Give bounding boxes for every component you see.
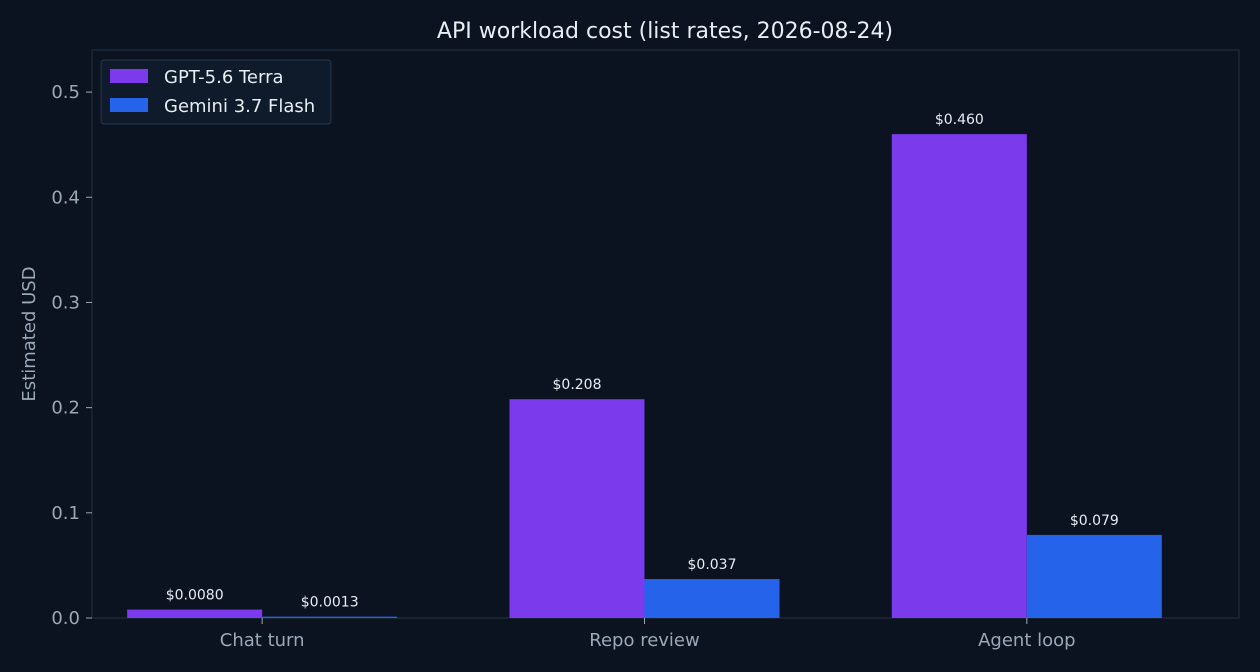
x-tick-label: Chat turn — [220, 630, 305, 651]
y-tick-label: 0.1 — [51, 503, 80, 524]
y-axis-label: Estimated USD — [19, 266, 40, 401]
bar-value-label: $0.0013 — [301, 595, 359, 611]
bar-series-0-0 — [127, 609, 263, 618]
y-tick-label: 0.3 — [51, 292, 80, 313]
x-tick-label: Repo review — [589, 630, 699, 651]
legend: GPT-5.6 Terra Gemini 3.7 Flash — [100, 59, 332, 125]
bar-value-label: $0.0080 — [166, 588, 224, 604]
bar-series-0-2 — [891, 134, 1027, 619]
y-axis: 0.0 0.1 0.2 0.3 0.4 0.5 — [51, 82, 92, 629]
bar-series-0-1 — [509, 399, 645, 618]
chart-title: API workload cost (list rates, 2026-08-2… — [437, 19, 893, 44]
y-tick-label: 0.4 — [51, 187, 80, 208]
bar-value-label: $0.460 — [935, 112, 984, 128]
plot-area — [91, 49, 1240, 619]
bar-series-1-0 — [262, 616, 398, 618]
y-tick-label: 0.5 — [51, 82, 80, 103]
bars: $0.0080 $0.208 $0.460 $0.0013 $0.037 $0.079 — [127, 112, 1162, 619]
legend-label: Gemini 3.7 Flash — [164, 96, 315, 117]
bar-value-label: $0.208 — [553, 377, 602, 393]
legend-swatch — [110, 69, 148, 83]
legend-box — [100, 59, 332, 125]
bar-series-1-2 — [1026, 534, 1162, 618]
y-tick-label: 0.0 — [51, 608, 80, 629]
x-axis: Chat turn Repo review Agent loop — [220, 618, 1076, 651]
legend-swatch — [110, 98, 148, 112]
bar-value-label: $0.037 — [688, 557, 737, 573]
bar-value-label: $0.079 — [1070, 513, 1119, 529]
y-tick-label: 0.2 — [51, 398, 80, 419]
legend-label: GPT-5.6 Terra — [164, 67, 284, 88]
x-tick-label: Agent loop — [978, 630, 1075, 651]
bar-series-1-1 — [644, 579, 780, 618]
